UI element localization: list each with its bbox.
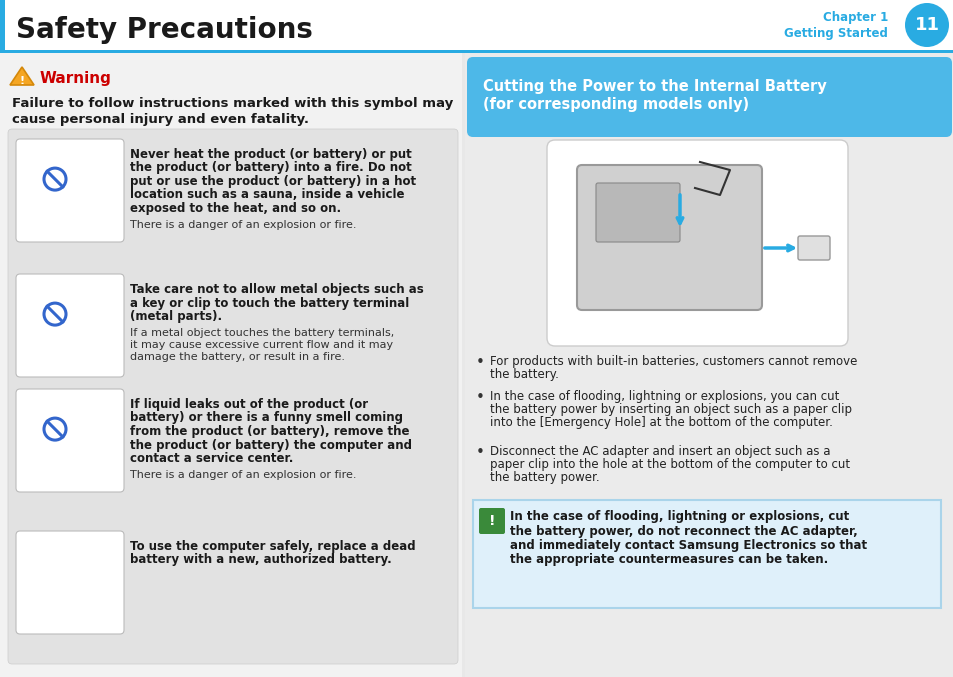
FancyBboxPatch shape (16, 274, 124, 377)
FancyBboxPatch shape (16, 139, 124, 242)
Text: If a metal object touches the battery terminals,: If a metal object touches the battery te… (130, 328, 394, 338)
FancyBboxPatch shape (0, 53, 461, 677)
Text: the battery power by inserting an object such as a paper clip: the battery power by inserting an object… (490, 403, 851, 416)
Text: Disconnect the AC adapter and insert an object such as a: Disconnect the AC adapter and insert an … (490, 445, 830, 458)
Text: Take care not to allow metal objects such as: Take care not to allow metal objects suc… (130, 283, 423, 296)
FancyBboxPatch shape (546, 140, 847, 346)
Text: the product (or battery) the computer and: the product (or battery) the computer an… (130, 439, 412, 452)
FancyBboxPatch shape (596, 183, 679, 242)
Text: it may cause excessive current flow and it may: it may cause excessive current flow and … (130, 339, 393, 349)
Text: •: • (476, 445, 484, 460)
Text: There is a danger of an explosion or fire.: There is a danger of an explosion or fir… (130, 470, 356, 479)
Text: contact a service center.: contact a service center. (130, 452, 294, 465)
Text: exposed to the heat, and so on.: exposed to the heat, and so on. (130, 202, 341, 215)
Text: battery) or there is a funny smell coming: battery) or there is a funny smell comin… (130, 412, 402, 424)
Text: from the product (or battery), remove the: from the product (or battery), remove th… (130, 425, 409, 438)
Text: 11: 11 (914, 16, 939, 34)
Circle shape (904, 3, 948, 47)
Text: the battery power, do not reconnect the AC adapter,: the battery power, do not reconnect the … (510, 525, 857, 538)
Text: and immediately contact Samsung Electronics so that: and immediately contact Samsung Electron… (510, 539, 866, 552)
Text: (for corresponding models only): (for corresponding models only) (482, 97, 748, 112)
Text: Cutting the Power to the Internal Battery: Cutting the Power to the Internal Batter… (482, 79, 826, 93)
Text: Warning: Warning (40, 70, 112, 85)
FancyBboxPatch shape (16, 531, 124, 634)
Text: the battery.: the battery. (490, 368, 558, 381)
FancyBboxPatch shape (478, 508, 504, 534)
Text: Getting Started: Getting Started (783, 26, 887, 39)
Text: the battery power.: the battery power. (490, 471, 599, 484)
Text: damage the battery, or result in a fire.: damage the battery, or result in a fire. (130, 351, 345, 362)
FancyBboxPatch shape (467, 57, 951, 137)
Text: In the case of flooding, lightning or explosions, cut: In the case of flooding, lightning or ex… (510, 510, 848, 523)
Polygon shape (10, 67, 34, 85)
Text: Safety Precautions: Safety Precautions (16, 16, 313, 44)
Text: Failure to follow instructions marked with this symbol may: Failure to follow instructions marked wi… (12, 97, 453, 110)
Text: In the case of flooding, lightning or explosions, you can cut: In the case of flooding, lightning or ex… (490, 390, 839, 403)
FancyBboxPatch shape (797, 236, 829, 260)
Text: (metal parts).: (metal parts). (130, 310, 222, 323)
FancyBboxPatch shape (577, 165, 761, 310)
Text: put or use the product (or battery) in a hot: put or use the product (or battery) in a… (130, 175, 416, 188)
Text: a key or clip to touch the battery terminal: a key or clip to touch the battery termi… (130, 297, 409, 309)
FancyBboxPatch shape (8, 129, 457, 664)
FancyBboxPatch shape (0, 0, 5, 50)
Text: For products with built-in batteries, customers cannot remove: For products with built-in batteries, cu… (490, 355, 857, 368)
FancyBboxPatch shape (16, 389, 124, 492)
Text: cause personal injury and even fatality.: cause personal injury and even fatality. (12, 113, 309, 126)
Text: into the [Emergency Hole] at the bottom of the computer.: into the [Emergency Hole] at the bottom … (490, 416, 832, 429)
Text: To use the computer safely, replace a dead: To use the computer safely, replace a de… (130, 540, 416, 553)
Text: Never heat the product (or battery) or put: Never heat the product (or battery) or p… (130, 148, 412, 161)
Text: the product (or battery) into a fire. Do not: the product (or battery) into a fire. Do… (130, 162, 412, 175)
FancyBboxPatch shape (0, 0, 953, 50)
Text: the appropriate countermeasures can be taken.: the appropriate countermeasures can be t… (510, 554, 827, 567)
Text: battery with a new, authorized battery.: battery with a new, authorized battery. (130, 554, 392, 567)
FancyBboxPatch shape (473, 500, 940, 608)
Text: !: ! (488, 514, 495, 528)
FancyBboxPatch shape (0, 50, 953, 53)
Text: !: ! (19, 76, 25, 86)
Text: •: • (476, 355, 484, 370)
Text: Chapter 1: Chapter 1 (821, 12, 887, 24)
Text: location such as a sauna, inside a vehicle: location such as a sauna, inside a vehic… (130, 188, 404, 202)
FancyBboxPatch shape (464, 53, 953, 677)
Text: paper clip into the hole at the bottom of the computer to cut: paper clip into the hole at the bottom o… (490, 458, 849, 471)
Text: If liquid leaks out of the product (or: If liquid leaks out of the product (or (130, 398, 368, 411)
Text: There is a danger of an explosion or fire.: There is a danger of an explosion or fir… (130, 219, 356, 230)
Text: •: • (476, 390, 484, 405)
